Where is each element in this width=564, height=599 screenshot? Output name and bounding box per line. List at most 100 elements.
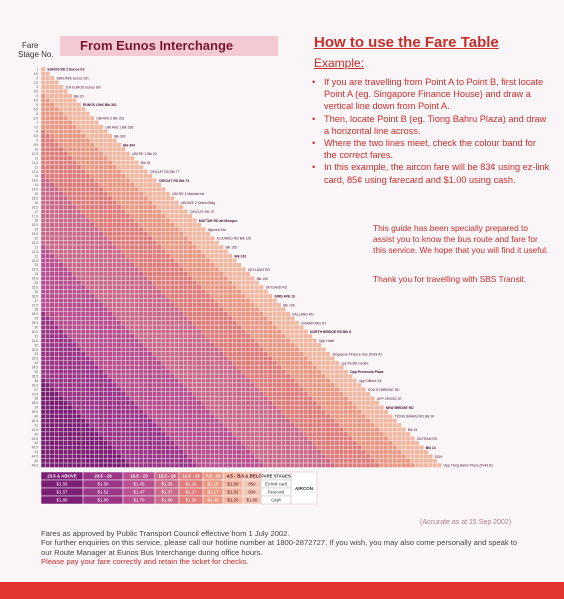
fare-cell [152,382,157,388]
fare-cell [116,235,122,241]
fare-cell [94,231,100,237]
fare-cell [236,445,242,450]
fare-cell [147,231,153,237]
fare-cell [178,289,184,295]
fare-cell [71,373,77,379]
fare-cell [249,351,255,357]
fare-cell [165,360,171,366]
fare-cell [134,462,140,468]
fare-cell [85,329,91,335]
fare-cell [67,200,73,206]
fare-cell [241,356,246,361]
fare-cell [241,271,246,277]
fare-cell [312,342,318,348]
fare-cell [156,320,162,326]
fare-cell [120,249,126,255]
fare-cell [312,369,318,375]
fare-cell [321,373,326,379]
stop-label: Blk 25 [141,161,151,165]
fare-cell [187,409,193,415]
fare-cell [89,440,95,446]
fare-cell [183,222,189,228]
fare-cell [63,284,68,290]
fare-cell [401,427,407,433]
fare-cell [218,342,224,348]
fare-cell [379,445,384,450]
fare-cell [134,289,140,295]
fare-cell [307,391,313,397]
stop-label: Blk 100 [257,277,268,281]
fare-cell [321,391,326,397]
legend-value: 23.5 - 29 [94,474,112,479]
fare-cell [361,458,367,464]
fare-cell [125,449,131,455]
fare-cell [58,102,64,108]
fare-cell [245,302,251,308]
fare-cell [169,218,175,223]
fare-cell [49,133,55,139]
fare-cell [112,453,117,459]
fare-cell [232,267,237,272]
fare-cell [192,249,197,255]
fare-cell [174,347,180,352]
fare-cell [138,191,144,197]
fare-cell [209,235,215,241]
fare-cell [89,267,95,272]
fare-cell [174,293,180,299]
fare-cell [209,436,215,441]
fare-cell [352,449,358,455]
fare-cell [134,324,140,330]
fare-cell [107,209,113,215]
fare-cell [325,360,331,366]
fare-cell [40,253,46,259]
fare-cell [40,120,46,126]
bottom-red-bar [0,582,564,599]
fare-cell [138,186,144,192]
fare-cell [67,387,73,393]
fare-cell [94,262,100,268]
fare-cell [343,373,349,379]
fare-cell [201,369,206,375]
fare-cell [290,462,295,468]
fare-cell [196,418,202,424]
fare-cell [356,427,362,433]
fare-cell [232,413,237,419]
fare-cell [205,298,211,304]
fare-cell [152,320,157,326]
fare-cell [396,449,402,455]
fare-cell [290,418,295,424]
fare-cell [103,440,108,446]
fare-cell [192,284,197,290]
stage-number: 2.5 [34,81,39,85]
fare-cell [152,293,157,299]
fare-cell [143,222,148,228]
fare-cell [192,329,197,335]
fare-cell [134,182,140,188]
fare-cell [45,289,51,295]
stage-number: 34.5 [32,366,38,370]
fare-cell [98,209,104,215]
stop-label: NEW BRIDGE RD [386,406,414,410]
fare-cell [196,258,202,263]
fare-cell [343,378,349,384]
fare-cell [298,382,304,388]
fare-cell [165,262,171,268]
fare-cell [325,396,331,401]
fare-cell [85,316,91,321]
fare-cell [236,373,242,379]
fare-cell [103,373,108,379]
fare-cell [54,155,59,161]
fare-cell [80,271,86,277]
fare-cell [383,445,389,450]
fare-cell [165,391,171,397]
fare-cell [285,324,291,330]
fare-cell [129,267,135,272]
fare-cell [218,333,224,339]
fare-cell [205,382,211,388]
fare-cell [352,396,358,401]
fare-cell [107,155,113,161]
fare-cell [281,351,286,357]
fare-cell [94,289,100,295]
fare-cell [192,449,197,455]
fare-cell [103,178,108,183]
